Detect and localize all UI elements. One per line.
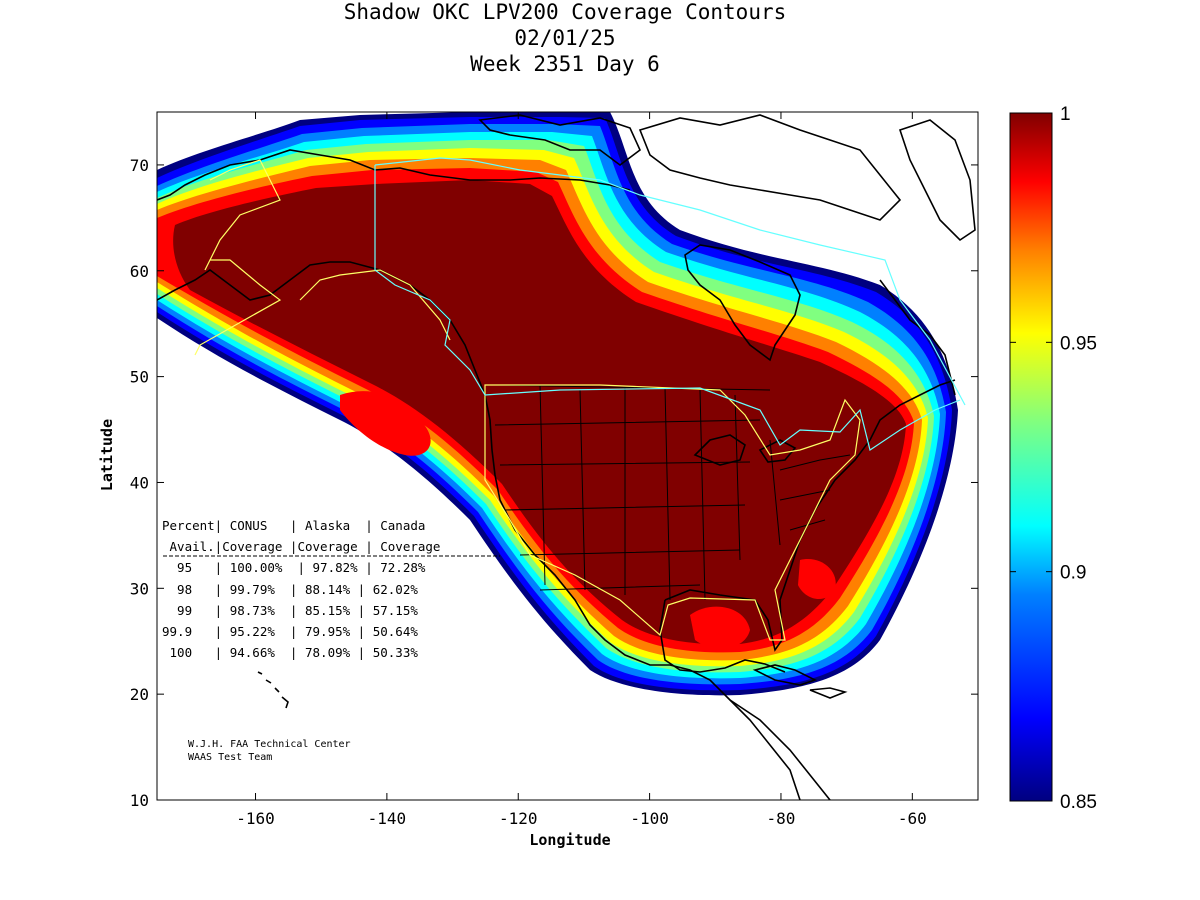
colorbar-tick-label: 0.85: [1060, 792, 1097, 813]
credit-team: WAAS Test Team: [188, 752, 272, 763]
table-row: 100 | 94.66% | 78.09% | 50.33%: [162, 645, 418, 660]
table-header-2: Avail.|Coverage |Coverage | Coverage: [162, 539, 440, 554]
y-tick-label: 50: [130, 368, 149, 387]
state-boundaries: [491, 384, 851, 601]
credit-center: W.J.H. FAA Technical Center: [188, 739, 351, 750]
x-axis-label: Longitude: [529, 831, 610, 849]
x-tick-label: -80: [767, 809, 796, 828]
colorbar: [1009, 112, 1053, 802]
colorbar-tick-label: 0.95: [1060, 333, 1097, 354]
plot-frame: [156, 111, 979, 801]
y-tick-label: 20: [130, 685, 149, 704]
table-row: 95 | 100.00% | 97.82% | 72.28%: [162, 560, 426, 575]
coastlines: [157, 114, 976, 800]
band-1-00: [173, 180, 906, 645]
y-tick-label: 40: [130, 473, 149, 492]
table-header-1: Percent| CONUS | Alaska | Canada: [162, 518, 425, 533]
coverage-table: Percent| CONUS | Alaska | Canada Avail.|…: [162, 518, 500, 660]
x-tick-label: -160: [236, 809, 275, 828]
y-tick-label: 30: [130, 579, 149, 598]
fir-boundary-cyan: [374, 157, 966, 451]
chart-title: Shadow OKC LPV200 Coverage Contours: [343, 0, 787, 24]
x-tick-label: -100: [630, 809, 669, 828]
table-row: 98 | 99.79% | 88.14% | 62.02%: [162, 582, 418, 597]
colorbar-tick-label: 1: [1060, 104, 1071, 125]
fir-boundary-yellow: [194, 159, 861, 641]
x-tick-label: -60: [898, 809, 927, 828]
table-row: 99 | 98.73% | 85.15% | 57.15%: [162, 603, 418, 618]
x-tick-label: -140: [368, 809, 407, 828]
x-tick-label: -120: [499, 809, 538, 828]
y-tick-label: 60: [130, 262, 149, 281]
table-row: 99.9 | 95.22% | 79.95% | 50.64%: [162, 624, 418, 639]
y-tick-label: 70: [130, 156, 149, 175]
x-axis-ticks: -160 -140 -120 -100 -80 -60: [236, 112, 927, 828]
colorbar-tick-label: 0.9: [1060, 563, 1086, 584]
chart-week: Week 2351 Day 6: [470, 52, 660, 76]
y-axis-ticks: 10 20 30 40 50 60 70: [130, 156, 978, 810]
chart-date: 02/01/25: [514, 26, 616, 50]
colorbar-ticks: 0.85 0.9 0.95 1: [1010, 104, 1097, 813]
y-tick-label: 10: [130, 791, 149, 810]
y-axis-label: Latitude: [98, 419, 116, 491]
coverage-contours: [157, 112, 976, 800]
